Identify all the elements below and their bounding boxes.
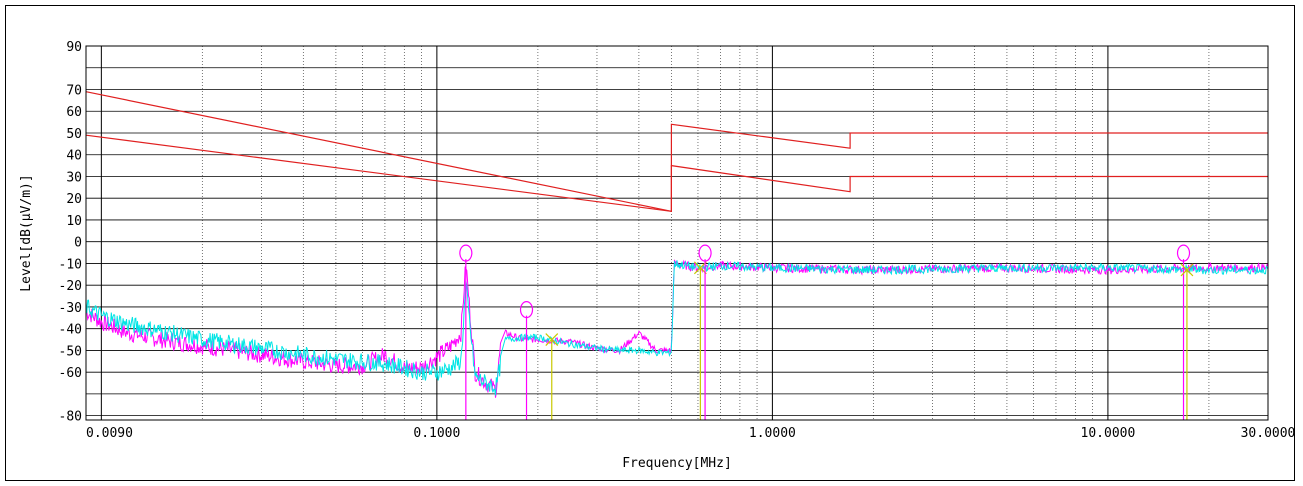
y-tick-label: -30 (59, 301, 82, 316)
y-tick-label: 10 (66, 214, 82, 229)
y-tick-label: 20 (66, 192, 82, 207)
x-tick-labels: 0.0090 0.1000 1.0000 10.0000 30.0000 (86, 426, 1295, 441)
y-tick-label: -80 (59, 410, 82, 425)
marker-avg (693, 261, 707, 275)
marker-peak (519, 301, 534, 319)
limit-lines (85, 91, 1268, 213)
y-tick-label: 60 (66, 105, 82, 120)
grid (85, 45, 1268, 420)
x-tick-label: 30.0000 (1241, 426, 1296, 441)
y-tick-label: 90 (66, 40, 82, 55)
y-tick-label: 30 (66, 170, 82, 185)
x-tick-label: 1.0000 (749, 426, 796, 441)
marker-avg (545, 333, 559, 346)
trace-line (85, 260, 1269, 396)
traces (85, 259, 1269, 398)
markers (459, 244, 1194, 420)
emission-chart: 0.0090 0.1000 1.0000 10.0000 30.0000 90 70 60 5… (19, 40, 1295, 471)
marker-peak (698, 244, 712, 262)
y-tick-label: 50 (66, 127, 82, 142)
x-tick-label: 0.0090 (86, 426, 133, 441)
y-tick-label: 0 (74, 236, 82, 251)
y-tick-label: -20 (59, 279, 82, 294)
y-axis-label: Level[dB(µV/m)] (19, 174, 34, 291)
chart-frame: 0.0090 0.1000 1.0000 10.0000 30.0000 90 70 60 5… (5, 5, 1295, 481)
y-tick-label: -10 (59, 257, 82, 272)
marker-peak (459, 244, 473, 262)
x-axis-label: Frequency[MHz] (622, 456, 732, 471)
x-tick-label: 10.0000 (1081, 426, 1136, 441)
y-tick-label: -40 (59, 323, 82, 338)
y-tick-label: 40 (66, 149, 82, 164)
plot-border (85, 45, 1269, 421)
marker-peak (1176, 244, 1191, 262)
limit-line (85, 91, 1268, 213)
limit-line (85, 134, 1268, 212)
y-tick-label: 70 (66, 83, 82, 98)
marker-avg (1180, 263, 1194, 277)
y-tick-labels: 90 70 60 50 40 30 20 10 0 -10 -20 -30 -40 -50 -60 -80 (59, 40, 82, 425)
y-tick-label: -50 (59, 344, 82, 359)
x-tick-label: 0.1000 (413, 426, 460, 441)
y-tick-label: -60 (59, 366, 82, 381)
